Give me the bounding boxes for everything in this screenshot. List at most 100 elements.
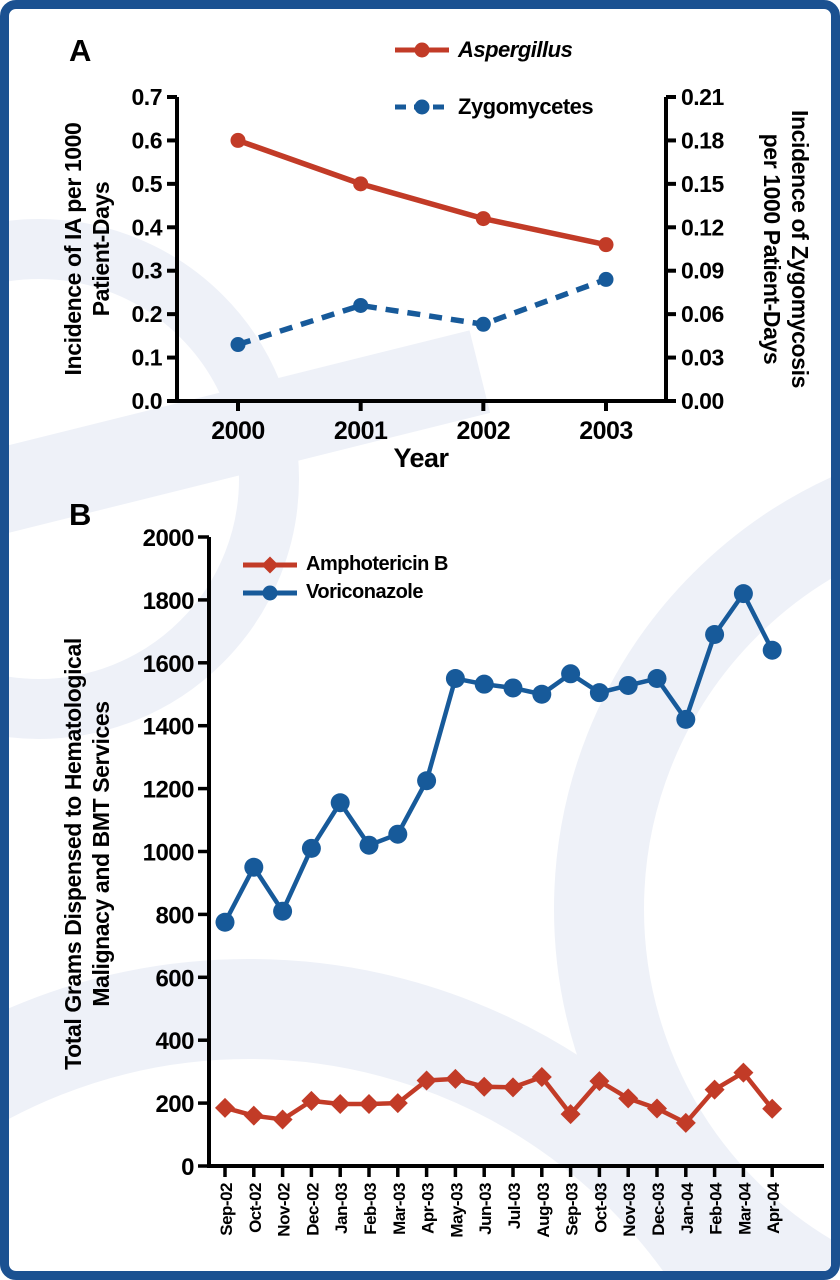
data-point-marker (273, 901, 293, 921)
panel-b-x-tick-label: Nov-03 (620, 1183, 639, 1237)
data-point-marker (215, 912, 235, 932)
data-point-marker (243, 1105, 264, 1126)
panel-b-x-tick-label: May-03 (447, 1183, 466, 1238)
data-point-marker (733, 584, 753, 604)
panel-a-right-tick-label: 0.03 (681, 345, 724, 371)
data-point-marker (589, 1071, 610, 1092)
panel-b-y-tick-label: 1800 (143, 588, 195, 615)
panel-a-left-tick-label: 0.6 (132, 127, 162, 153)
data-point-marker (733, 1062, 754, 1083)
panel-a-x-tick-label: 2001 (334, 417, 388, 445)
legend-label-amphotericin-b: Amphotericin B (306, 553, 448, 575)
data-point-marker (705, 624, 725, 644)
data-point-marker (417, 771, 437, 791)
panel-b-x-tick-label: Oct-03 (591, 1183, 610, 1233)
panel-a-x-tick-label: 2003 (579, 417, 633, 445)
legend-item-zygomycetes: Zygomycetes (395, 94, 594, 120)
data-point-marker (647, 669, 667, 689)
panel-a-left-tick-label: 0.3 (132, 258, 162, 284)
watermark-arc (554, 477, 831, 1271)
legend-marker-shape (414, 99, 430, 115)
panel-a-right-tick-label: 0.09 (681, 258, 724, 284)
data-point-marker (230, 132, 246, 148)
panel-b-x-tick-label: Nov-02 (275, 1183, 294, 1237)
data-point-marker (301, 1090, 322, 1111)
data-point-marker (598, 271, 614, 287)
panel-a-legend: Aspergillus Zygomycetes (395, 37, 594, 120)
legend-marker-shape (261, 556, 279, 573)
panel-a-right-tick-label: 0.15 (681, 171, 724, 197)
data-point-marker (503, 678, 523, 698)
panel-b-y-tick-label: 0 (181, 1154, 194, 1181)
data-point-marker (704, 1079, 725, 1100)
data-point-marker (353, 176, 369, 192)
data-point-marker (531, 1066, 552, 1087)
panel-a-right-tick-label: 0.21 (681, 84, 724, 110)
series-voriconazole (215, 584, 782, 932)
panel-b-x-tick-label: Jan-04 (678, 1182, 697, 1234)
panel-b-label: B (69, 497, 91, 532)
panel-b-y-tick-label: 400 (155, 1028, 194, 1055)
panel-a-x-tick-label: 2002 (457, 417, 511, 445)
panel-a-label: A (69, 33, 91, 68)
panel-b-x-tick-label: Sep-03 (563, 1183, 582, 1236)
data-point-marker (503, 1077, 523, 1098)
panel-a-left-tick-label: 0.7 (132, 84, 162, 110)
panel-b-y-tick-label: 1200 (143, 777, 195, 804)
data-point-marker (272, 1109, 293, 1130)
data-point-marker (675, 1112, 696, 1133)
panel-b-y-tick-label: 1600 (143, 651, 195, 678)
data-point-marker (445, 669, 465, 689)
panel-b-x-tick-label: Mar-04 (735, 1182, 754, 1235)
panel-a-left-tick-label: 0.2 (132, 301, 162, 327)
voriconazole-line-marker-icon (243, 585, 297, 600)
panel-a-x-axis-title: Year (393, 443, 449, 473)
data-point-marker (445, 1068, 466, 1089)
data-point-marker (618, 1088, 639, 1109)
panel-a-right-tick-label: 0.12 (681, 214, 724, 240)
data-point-marker (215, 1097, 235, 1118)
panel-b-x-tick-label: Dec-03 (649, 1183, 668, 1236)
data-point-marker (474, 674, 494, 694)
data-point-marker (598, 237, 614, 253)
panel-a-left-tick-label: 0.1 (132, 345, 163, 371)
panel-b-x-tick-label: Jan-03 (332, 1183, 351, 1234)
panel-b-x-tick-label: Dec-02 (303, 1183, 322, 1236)
data-point-marker (416, 1070, 437, 1091)
data-point-marker (230, 337, 246, 353)
panel-b-y-tick-label: 200 (155, 1091, 194, 1118)
data-point-marker (474, 1076, 495, 1097)
panel-b-x-tick-label: Apr-03 (419, 1183, 438, 1234)
panel-b-y-tick-label: 1000 (143, 840, 195, 867)
data-point-marker (387, 1093, 408, 1114)
series-line (237, 276, 607, 348)
panel-b-y-tick-label: 2000 (143, 525, 195, 552)
data-point-marker (618, 675, 638, 695)
zygomycetes-line-marker-icon (395, 99, 449, 115)
series-amphotericin-b (215, 1062, 783, 1133)
data-point-marker (244, 857, 264, 877)
panel-a-axes (175, 97, 668, 403)
panel-a-right-tick-label: 0.06 (681, 301, 724, 327)
legend-label-aspergillus: Aspergillus (458, 37, 573, 62)
data-point-marker (762, 640, 782, 660)
data-point-marker (330, 793, 350, 813)
amphotericin-line-marker-icon (243, 556, 297, 573)
legend-marker-shape (262, 585, 278, 600)
data-point-marker (359, 1094, 379, 1115)
panel-b-x-tick-label: Feb-03 (361, 1183, 380, 1235)
panel-b-x-tick-label: Feb-04 (707, 1182, 726, 1235)
charts-canvas: 0.0 0.1 0.2 0.3 0.4 0.5 0.6 0.7 0.00 0.03 0.06 0.09… (132, 84, 824, 1238)
panel-a-right-tick-label: 0.00 (681, 388, 724, 414)
background-watermark (9, 219, 831, 1271)
panel-b-x-tick-label: Sep-02 (217, 1183, 236, 1236)
data-point-marker (353, 297, 369, 313)
panel-a-x-tick-label: 2000 (211, 417, 265, 445)
panel-b-y-tick-label: 600 (155, 965, 194, 992)
panel-b-axes (207, 537, 824, 1168)
panel-b-x-tick-label: Jul-03 (505, 1183, 524, 1229)
panel-b-legend: Amphotericin B Voriconazole (243, 553, 448, 604)
legend-label-zygomycetes: Zygomycetes (458, 94, 594, 119)
legend-item-amphotericin-b: Amphotericin B (243, 553, 448, 576)
